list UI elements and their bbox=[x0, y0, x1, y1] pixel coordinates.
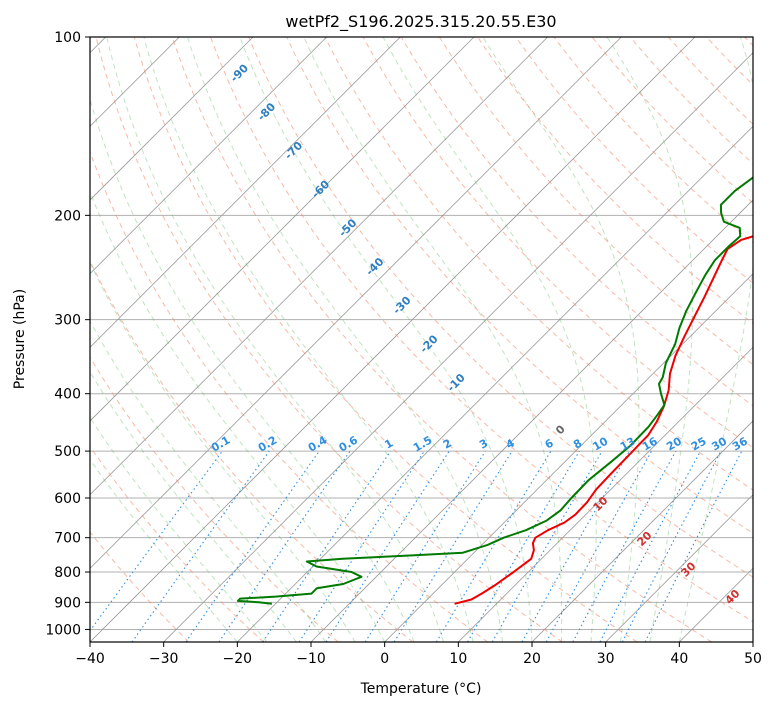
moist-adiabat-line bbox=[106, 37, 445, 642]
dewpoint-line bbox=[236, 176, 753, 605]
x-axis-title: Temperature (°C) bbox=[360, 681, 482, 697]
moist-adiabat-line bbox=[606, 37, 694, 642]
y-tick-label: 700 bbox=[54, 531, 81, 547]
isotherm-line bbox=[90, 37, 401, 348]
y-tick-label: 1000 bbox=[45, 622, 81, 638]
isotherm-line bbox=[531, 420, 753, 642]
mixing-ratio-line bbox=[393, 450, 513, 642]
moist-adiabat-line bbox=[90, 370, 297, 642]
moist-adiabat-line bbox=[90, 97, 415, 642]
x-tick-label: 30 bbox=[597, 651, 615, 667]
moist-adiabat-line bbox=[90, 190, 386, 642]
y-tick-label: 900 bbox=[54, 595, 81, 611]
y-tick-label: 200 bbox=[54, 208, 81, 224]
mixing-ratio-line bbox=[218, 450, 351, 642]
chart-title: wetPf2_S196.2025.315.20.55.E30 bbox=[285, 12, 556, 32]
x-axis: −40 −30 −20 −10 0 10 20 30 40 50 bbox=[75, 642, 762, 667]
dry-adiabat-line bbox=[90, 150, 488, 642]
moist-adiabat-line bbox=[90, 416, 268, 642]
mixing-ratio-line bbox=[364, 450, 486, 642]
dry-adiabat-line bbox=[133, 37, 638, 642]
mixing-ratio-line bbox=[298, 450, 425, 642]
y-tick-label: 300 bbox=[54, 313, 81, 329]
isotherm-line bbox=[90, 37, 622, 569]
dry-adiabat-line bbox=[90, 259, 414, 642]
mixing-ratio-line bbox=[435, 450, 552, 642]
isotherm-line bbox=[90, 37, 475, 422]
mixing-ratio-line bbox=[325, 450, 450, 642]
y-tick-label: 800 bbox=[54, 565, 81, 581]
y-tick-label: 100 bbox=[54, 30, 81, 46]
temperature-line bbox=[454, 235, 753, 605]
moist-adiabat-line bbox=[187, 37, 503, 642]
moist-adiabat-line bbox=[90, 261, 356, 642]
mixing-ratio-line bbox=[572, 450, 677, 642]
series-layer bbox=[236, 176, 753, 605]
isotherm-line bbox=[237, 125, 753, 642]
dry-adiabat-line bbox=[90, 531, 190, 642]
x-tick-label: 50 bbox=[744, 651, 762, 667]
dry-adiabat-line bbox=[171, 37, 712, 642]
x-tick-label: 40 bbox=[670, 651, 688, 667]
x-tick-label: −10 bbox=[296, 651, 326, 667]
y-tick-label: 500 bbox=[54, 444, 81, 460]
isotherm-line bbox=[384, 273, 753, 642]
moist-adiabat-line bbox=[239, 37, 533, 642]
moist-adiabat-line bbox=[90, 458, 238, 642]
isotherm-line bbox=[90, 37, 696, 642]
dry-adiabat-line bbox=[400, 37, 753, 407]
dry-adiabat-line bbox=[438, 37, 753, 366]
x-tick-label: −40 bbox=[75, 651, 105, 667]
moist-adiabat-line bbox=[382, 37, 597, 642]
x-tick-label: −20 bbox=[223, 651, 253, 667]
mixing-ratio-line bbox=[467, 450, 580, 642]
y-axis-title: Pressure (hPa) bbox=[12, 289, 28, 389]
dry-adiabat-line bbox=[515, 37, 753, 284]
plot-frame bbox=[89, 36, 754, 643]
dry-adiabat-line bbox=[286, 37, 753, 534]
mixing-ratio-line bbox=[599, 450, 701, 642]
x-tick-label: 0 bbox=[380, 651, 389, 667]
isotherm-line bbox=[163, 52, 753, 642]
dry-adiabat-line bbox=[248, 37, 753, 578]
isotherm-line bbox=[90, 37, 254, 201]
dry-adiabat-line bbox=[90, 445, 264, 642]
dry-adiabat-line bbox=[210, 37, 753, 623]
isotherm-line bbox=[458, 346, 753, 642]
isotherm-line bbox=[605, 494, 753, 642]
x-tick-label: 10 bbox=[449, 651, 467, 667]
y-tick-label: 400 bbox=[54, 387, 81, 403]
grid-layer bbox=[90, 37, 753, 642]
dry-adiabat-line bbox=[95, 37, 563, 642]
mixing-ratio-line bbox=[185, 450, 320, 642]
moist-adiabat-line bbox=[143, 37, 474, 642]
y-axis: 100 200 300 400 500 600 700 800 900 1000 bbox=[45, 30, 90, 638]
isotherm-line bbox=[90, 37, 327, 275]
moist-adiabat-line bbox=[482, 37, 640, 642]
isotherm-line bbox=[90, 37, 548, 496]
y-tick-label: 600 bbox=[54, 491, 81, 507]
x-tick-label: 20 bbox=[523, 651, 541, 667]
mixing-ratio-line bbox=[262, 450, 392, 642]
x-tick-label: −30 bbox=[149, 651, 179, 667]
moist-adiabat-line bbox=[303, 37, 563, 642]
